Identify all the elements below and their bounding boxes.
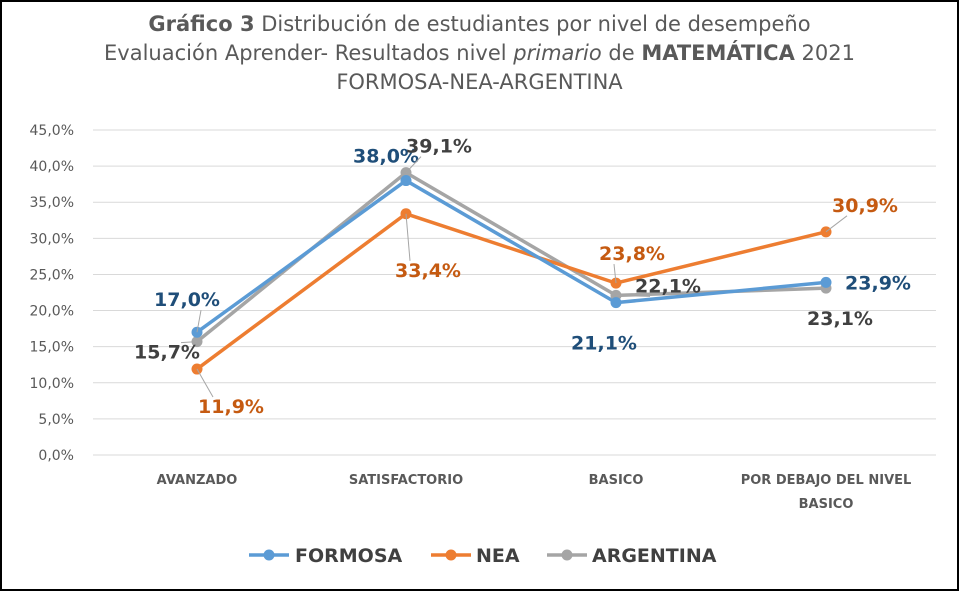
title-line-1-text: Distribución de estudiantes por nivel de…: [254, 12, 811, 36]
series-line-formosa: [195, 178, 827, 334]
title-line-2: Evaluación Aprender- Resultados nivel pr…: [0, 39, 959, 68]
y-tick-label: 15,0%: [30, 340, 74, 356]
x-category-label: BASICO: [589, 473, 644, 488]
label-leader-line: [180, 341, 198, 344]
data-label-nea: 11,9%: [198, 396, 264, 418]
label-leader-line: [405, 213, 411, 261]
title-line-2-a: Evaluación Aprender- Resultados nivel: [104, 41, 514, 65]
y-tick-label: 0,0%: [38, 448, 74, 464]
legend-label-argentina: ARGENTINA: [592, 545, 717, 567]
data-label-argentina: 15,7%: [134, 342, 200, 364]
title-line-2-italic: primario: [513, 41, 602, 65]
title-line-1: Gráfico 3 Distribución de estudiantes po…: [0, 10, 959, 39]
title-line-2-b: de: [601, 41, 642, 65]
data-point-formosa: [610, 297, 622, 309]
y-tick-label: 30,0%: [30, 231, 74, 247]
data-label-nea: 30,9%: [832, 195, 898, 217]
legend-marker-nea: [445, 549, 457, 561]
data-label-argentina: 39,1%: [406, 136, 472, 158]
data-label-nea: 23,8%: [599, 243, 665, 265]
label-leader-line: [405, 156, 422, 173]
data-label-argentina: 22,1%: [635, 275, 701, 297]
title-line-2-year: 2021: [794, 41, 855, 65]
label-leader-line: [196, 368, 214, 398]
series-line-argentina: [195, 170, 827, 343]
y-tick-label: 40,0%: [30, 159, 74, 175]
x-category-label: BASICO: [799, 497, 854, 512]
y-tick-label: 10,0%: [30, 376, 74, 392]
title-figure-number: Gráfico 3: [148, 12, 255, 36]
label-leader-line: [196, 310, 202, 333]
data-label-nea: 33,4%: [395, 260, 461, 282]
x-category-label: AVANZADO: [157, 473, 238, 488]
title-line-2-subject: MATEMÁTICA: [641, 41, 795, 65]
label-leader-line: [613, 264, 617, 284]
y-tick-label: 35,0%: [30, 195, 74, 211]
chart-title: Gráfico 3 Distribución de estudiantes po…: [0, 10, 959, 97]
data-label-argentina: 23,1%: [807, 308, 873, 330]
x-category-label: SATISFACTORIO: [349, 473, 463, 488]
legend-label-formosa: FORMOSA: [295, 545, 403, 567]
legend-marker-argentina: [561, 549, 573, 561]
y-tick-label: 20,0%: [30, 304, 74, 320]
label-leader-line: [615, 294, 651, 297]
y-tick-label: 45,0%: [30, 123, 74, 139]
data-point-formosa: [820, 276, 832, 288]
title-line-3: FORMOSA-NEA-ARGENTINA: [336, 70, 623, 94]
data-label-formosa: 21,1%: [571, 333, 637, 355]
y-tick-label: 25,0%: [30, 267, 74, 283]
data-point-formosa: [400, 175, 412, 187]
data-label-formosa: 23,9%: [845, 272, 911, 294]
x-category-label: POR DEBAJO DEL NIVEL: [741, 473, 912, 488]
data-label-formosa: 38,0%: [353, 146, 419, 168]
legend-marker-formosa: [263, 549, 275, 561]
data-label-formosa: 17,0%: [154, 289, 220, 311]
label-leader-line: [825, 215, 848, 233]
series-line-nea: [195, 212, 827, 371]
y-tick-label: 5,0%: [38, 412, 74, 428]
legend-label-nea: NEA: [476, 545, 520, 567]
